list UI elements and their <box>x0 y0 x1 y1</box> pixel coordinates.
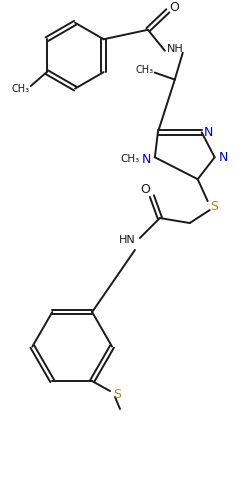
Text: O: O <box>140 183 150 195</box>
Text: S: S <box>210 199 218 213</box>
Text: NH: NH <box>166 44 183 54</box>
Text: N: N <box>142 153 152 166</box>
Text: N: N <box>204 126 213 139</box>
Text: HN: HN <box>119 235 135 245</box>
Text: N: N <box>219 151 228 164</box>
Text: CH₃: CH₃ <box>120 154 140 164</box>
Text: CH₃: CH₃ <box>12 84 30 94</box>
Text: O: O <box>169 1 179 14</box>
Text: CH₃: CH₃ <box>136 64 154 74</box>
Text: S: S <box>113 387 121 401</box>
